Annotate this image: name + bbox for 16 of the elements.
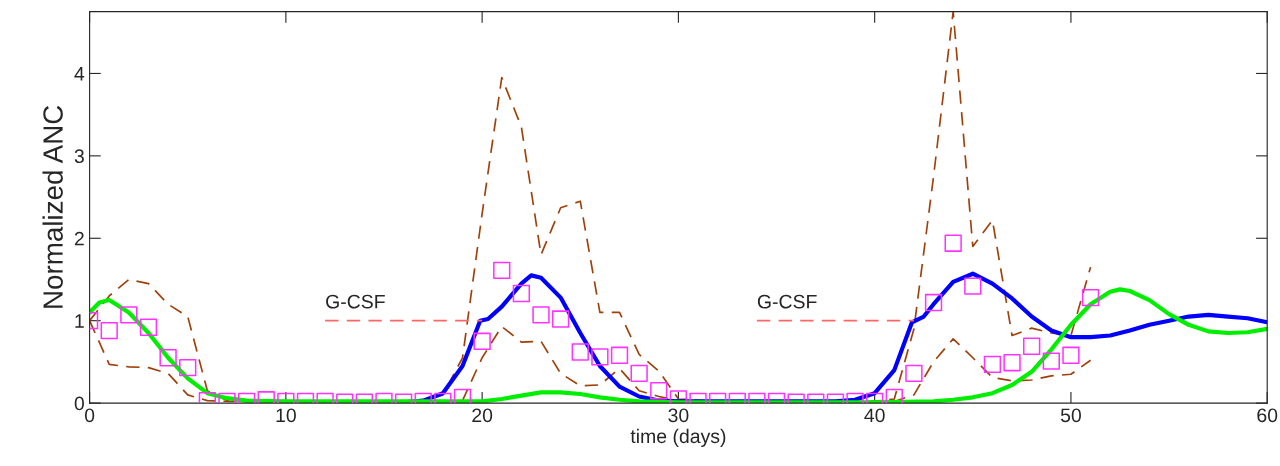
x-tick-label: 40 — [864, 408, 885, 423]
y-tick-label: 2 — [74, 231, 84, 246]
x-tick-label: 10 — [276, 408, 296, 423]
y-axis-title: Normalized ANC — [42, 105, 63, 308]
x-axis-title: time (days) — [630, 428, 726, 447]
y-tick-label: 0 — [74, 396, 84, 411]
x-tick-label: 20 — [472, 408, 493, 423]
annotation: G-CSF — [757, 294, 817, 309]
x-tick-label: 30 — [668, 408, 689, 423]
annotation: G-CSF — [326, 294, 385, 309]
y-tick-label: 4 — [74, 67, 85, 81]
y-tick-label: 1 — [75, 314, 84, 328]
y-tick-label: 3 — [74, 149, 84, 164]
x-tick-label: 50 — [1060, 408, 1081, 423]
x-tick-label: 0 — [84, 408, 95, 423]
x-tick-label: 60 — [1257, 408, 1278, 423]
